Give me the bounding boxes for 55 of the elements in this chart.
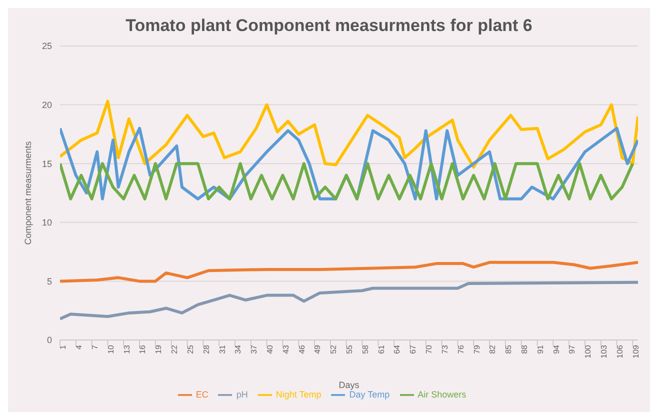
x-tick-label: 7 (90, 344, 100, 350)
legend-label: Day Temp (349, 389, 390, 400)
x-tick-label: 67 (408, 344, 418, 354)
x-tick-label: 37 (250, 344, 259, 354)
x-tick-label: 46 (297, 344, 306, 354)
x-tick-label: 19 (154, 344, 164, 354)
line-series (60, 162, 634, 200)
legend-label: EC (196, 389, 208, 400)
y-tick-label: 20 (42, 100, 52, 110)
x-tick-label: 13 (122, 344, 132, 354)
y-tick-label: 0 (46, 335, 52, 346)
x-tick-label: 40 (265, 344, 274, 354)
legend-label: pH (236, 389, 248, 400)
line-series (60, 100, 638, 169)
x-tick-label: 1 (58, 344, 68, 350)
x-tick-label: 52 (329, 344, 338, 354)
line-series (60, 280, 638, 320)
x-tick-label: 82 (488, 344, 498, 354)
x-tick-label: 4 (74, 344, 84, 350)
x-tick-label: 106 (615, 344, 624, 358)
line-series (60, 260, 638, 283)
y-tick-label: 15 (42, 158, 52, 169)
x-tick-label: 76 (456, 344, 466, 354)
chart-title: Tomato plant Component measurments for plant 6 (124, 15, 534, 36)
x-tick-label: 88 (520, 344, 530, 354)
x-tick-label: 73 (440, 344, 450, 354)
x-tick-label: 25 (186, 344, 195, 354)
x-tick-label: 58 (360, 344, 370, 354)
x-tick-label: 70 (424, 344, 434, 354)
x-tick-label: 55 (345, 344, 354, 354)
x-tick-label: 109 (631, 344, 640, 358)
y-axis-title: Component measurments (23, 140, 34, 245)
x-tick-label: 85 (504, 344, 514, 354)
x-tick-label: 22 (170, 344, 180, 354)
y-tick-label: 5 (46, 276, 52, 286)
legend-label: Air Showers (418, 389, 466, 400)
x-tick-label: 49 (313, 344, 322, 354)
x-tick-label: 10 (106, 344, 116, 354)
x-tick-label: 31 (218, 344, 227, 354)
x-tick-label: 100 (584, 344, 593, 358)
x-tick-label: 61 (376, 344, 386, 354)
x-tick-label: 94 (552, 344, 561, 354)
x-tick-label: 28 (202, 344, 211, 354)
x-tick-label: 43 (281, 344, 290, 354)
x-tick-label: 103 (600, 344, 609, 358)
x-tick-label: 16 (138, 344, 148, 354)
x-tick-label: 91 (536, 344, 545, 354)
x-tick-label: 34 (234, 344, 243, 354)
y-tick-label: 10 (42, 218, 52, 228)
y-tick-label: 25 (42, 41, 52, 52)
x-tick-label: 79 (472, 344, 482, 354)
x-tick-label: 64 (392, 344, 402, 354)
x-axis-title: Days (338, 380, 360, 390)
x-tick-label: 97 (568, 344, 577, 354)
legend-label: Night Temp (276, 389, 322, 400)
